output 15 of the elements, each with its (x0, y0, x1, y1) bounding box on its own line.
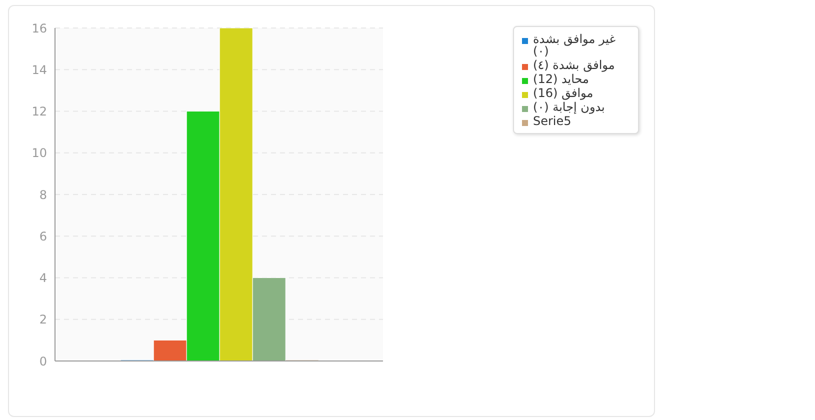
y-tick-label: 10 (32, 146, 47, 160)
legend-label: موافق بشدة (٤) (533, 58, 615, 72)
y-tick-label: 2 (39, 312, 47, 327)
y-tick-label: 6 (39, 229, 47, 244)
y-tick-label: 4 (39, 271, 47, 286)
y-tick-label: 8 (39, 188, 47, 202)
legend-label: موافق (16) (533, 86, 594, 100)
y-tick-label: 12 (32, 104, 47, 119)
y-tick-label: 16 (32, 21, 47, 36)
legend-label: محايد (12) (533, 72, 589, 86)
legend-label: Serie5 (533, 114, 572, 128)
y-tick-label: 14 (32, 62, 47, 77)
legend-label: بدون إجابة (٠) (533, 100, 605, 114)
legend-label: غير موافق بشدة (٠) (533, 32, 616, 58)
y-tick-label: 0 (39, 354, 47, 368)
